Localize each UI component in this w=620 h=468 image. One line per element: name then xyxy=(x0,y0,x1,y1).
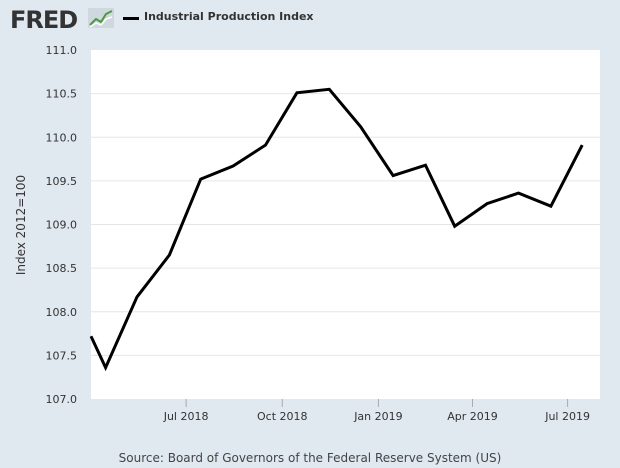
x-tick-label: Jan 2019 xyxy=(353,410,402,423)
x-tick-label: Jul 2019 xyxy=(544,410,590,423)
x-axis-ticks: Jul 2018 Oct 2018 Jan 2019 Apr 2019 Jul 2019 xyxy=(163,399,590,423)
line-chart-icon xyxy=(88,8,114,28)
y-tick-label: 107.0 xyxy=(46,393,78,406)
series-line-industrial-production[interactable] xyxy=(89,87,584,372)
series-layer xyxy=(89,87,584,372)
fred-logo[interactable]: FRED xyxy=(10,6,78,34)
y-axis-ticks: 107.0 107.5 108.0 108.5 109.0 109.5 110.0 110.5… xyxy=(46,44,78,406)
y-tick-label: 109.5 xyxy=(46,175,78,188)
y-axis-label: Index 2012=100 xyxy=(14,175,28,275)
y-tick-label: 109.0 xyxy=(46,219,78,232)
y-tick-label: 108.0 xyxy=(46,306,78,319)
chart-header: FRED Industrial Production Index xyxy=(0,0,620,44)
y-tick-label: 110.5 xyxy=(46,88,78,101)
legend-swatch xyxy=(123,17,139,20)
x-tick-label: Jul 2018 xyxy=(163,410,209,423)
source-note: Source: Board of Governors of the Federa… xyxy=(118,451,502,465)
y-tick-label: 108.5 xyxy=(46,262,78,275)
legend-label: Industrial Production Index xyxy=(144,10,314,23)
x-tick-label: Oct 2018 xyxy=(257,410,308,423)
x-tick-label: Apr 2019 xyxy=(447,410,498,423)
grid-lines xyxy=(91,93,600,356)
y-tick-label: 107.5 xyxy=(46,349,78,362)
y-tick-label: 111.0 xyxy=(46,44,78,57)
y-tick-label: 110.0 xyxy=(46,131,78,144)
